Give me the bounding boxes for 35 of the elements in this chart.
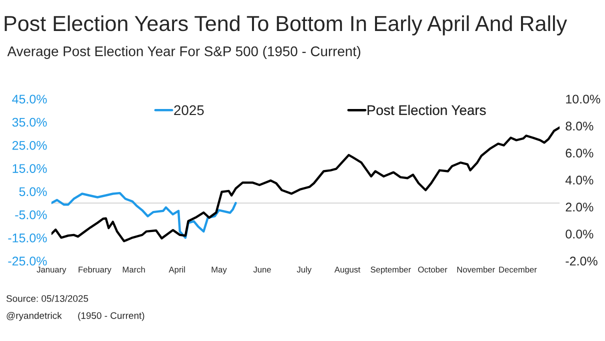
y-tick-label: -15.0% (8, 234, 47, 242)
line-series (51, 192, 237, 239)
legend-label: 2025 (174, 105, 204, 116)
y2-tick-label: -2.0% (566, 256, 598, 266)
x-tick-label: November (457, 266, 495, 273)
x-tick-label: June (253, 266, 271, 273)
x-tick-label: December (499, 266, 537, 273)
y2-tick-label: 0.0% (566, 230, 594, 239)
source-note: Source: 05/13/2025 (6, 294, 88, 302)
chart-subtitle: Average Post Election Year For S&P 500 (1950 - Current) (7, 46, 360, 59)
legend-label: Post Election Years (368, 104, 486, 116)
chart-title: Post Election Years Tend To Bottom In Early April And Rally (4, 15, 568, 36)
y-tick-label: -25.0% (8, 256, 47, 266)
x-tick-label: May (212, 266, 227, 274)
x-tick-label: October (418, 266, 448, 273)
y2-tick-label: 4.0% (565, 176, 594, 185)
x-tick-label: March (122, 266, 145, 273)
text: @ryandetrick (1950 - Current) (6, 312, 144, 321)
y2-tick-label: 6.0% (566, 148, 594, 158)
y-tick-label: -5.0% (15, 210, 47, 220)
y-tick-label: 45.0% (12, 94, 47, 104)
y2-tick-label: 10.0% (566, 94, 600, 104)
x-tick-label: April (168, 266, 185, 274)
line-series (51, 126, 560, 242)
x-tick-label: August (334, 266, 360, 274)
x-tick-label: July (296, 266, 312, 274)
y-tick-label: 25.0% (12, 140, 47, 150)
y-tick-label: 5.0% (19, 187, 47, 196)
y-tick-label: 35.0% (12, 118, 47, 127)
y2-tick-label: 8.0% (566, 122, 594, 131)
y-tick-label: 15.0% (12, 164, 47, 173)
x-tick-label: February (78, 266, 112, 274)
y2-tick-label: 2.0% (566, 202, 594, 212)
x-tick-label: September (370, 266, 411, 274)
x-tick-label: January (36, 266, 66, 274)
